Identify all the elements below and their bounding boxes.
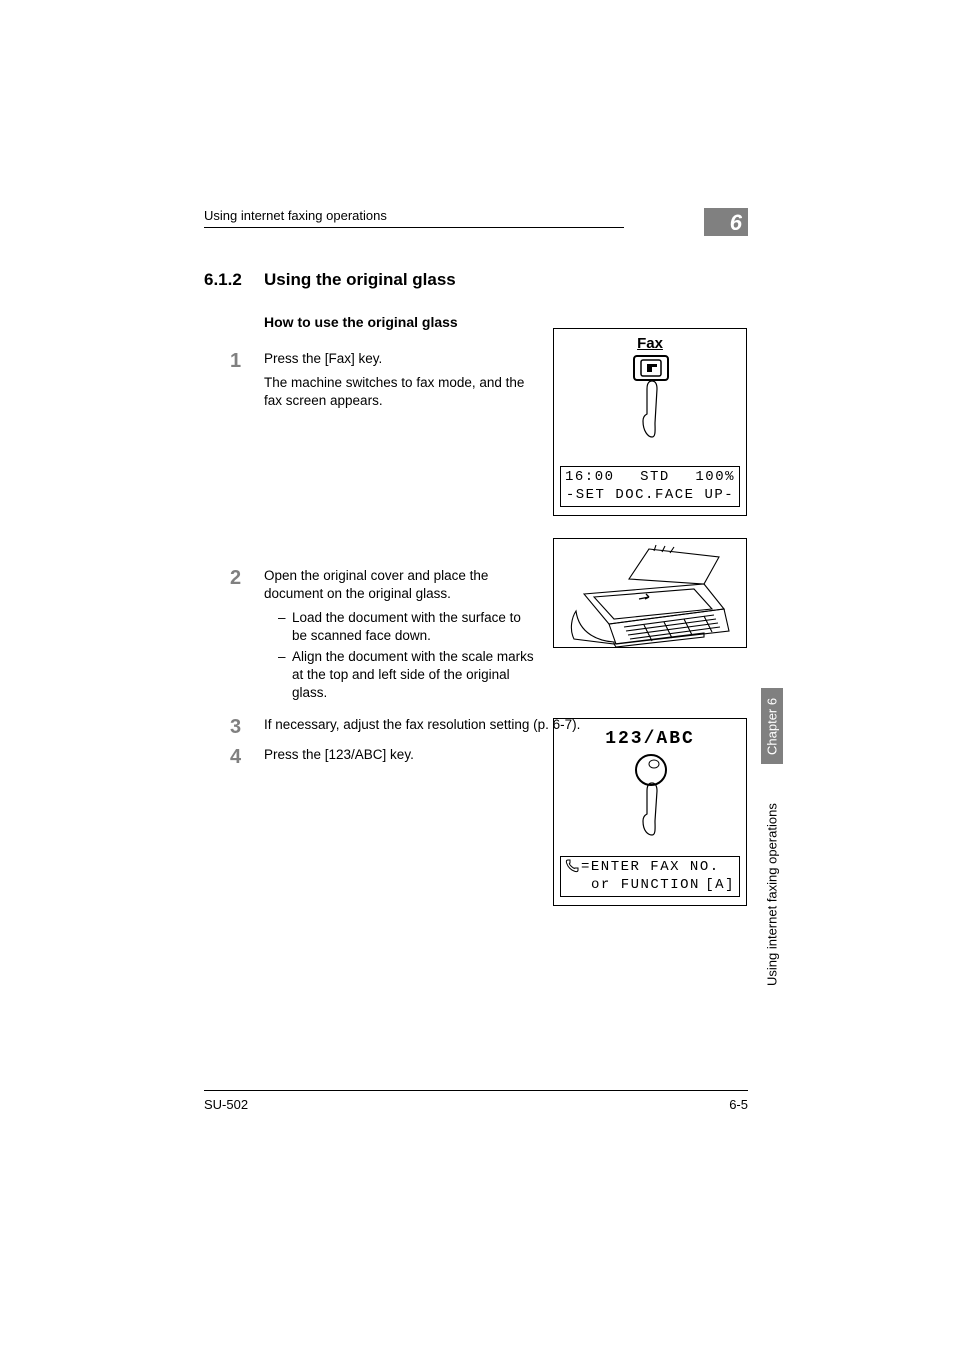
fax-key-label: Fax (554, 335, 746, 352)
list-item: –Load the document with the surface to b… (278, 609, 534, 645)
lcd-text: or FUNCTION (591, 877, 700, 895)
step-text: Load the document with the surface to be… (292, 609, 534, 645)
figure-123abc-key: 123/ABC =ENTER FAX NO. or FUNCTION (553, 718, 747, 906)
side-chapter-caption: Using internet faxing operations (761, 780, 783, 1010)
figure-machine (553, 538, 747, 648)
step-text: Align the document with the scale marks … (292, 648, 534, 703)
lcd-panel: 16:00 STD 100% -SET DOC.FACE UP- (560, 466, 740, 507)
side-chapter-tab: Chapter 6 (761, 688, 783, 764)
figure-fax-key: Fax 16:00 STD 100% -SET DOC.FACE UP- (553, 328, 747, 516)
lcd-panel: =ENTER FAX NO. or FUNCTION [A] (560, 856, 740, 897)
lcd-text: STD (640, 469, 670, 487)
footer-right: 6-5 (729, 1097, 748, 1112)
lcd-text: =ENTER FAX NO. (581, 859, 720, 877)
press-hand-icon (640, 781, 664, 837)
section-title: Using the original glass (264, 270, 456, 290)
fax-machine-icon (554, 539, 748, 649)
step-text: Press the [Fax] key. (264, 350, 534, 368)
step-number: 1 (204, 350, 264, 417)
key-label: 123/ABC (554, 729, 746, 749)
lcd-text: 100% (695, 469, 735, 487)
footer-left: SU-502 (204, 1097, 248, 1112)
step-number: 3 (204, 716, 264, 740)
running-head: Using internet faxing operations (204, 208, 624, 228)
lcd-text: -SET DOC.FACE UP- (565, 487, 735, 505)
lcd-text: [A] (705, 877, 735, 895)
list-item: –Align the document with the scale marks… (278, 648, 534, 703)
fax-key-icon (633, 355, 669, 381)
step-text: The machine switches to fax mode, and th… (264, 374, 534, 410)
section-number: 6.1.2 (204, 270, 264, 290)
step-text: Press the [123/ABC] key. (264, 746, 534, 764)
phone-icon (565, 859, 579, 873)
step-text: Open the original cover and place the do… (264, 567, 534, 603)
press-hand-icon (640, 379, 664, 439)
step-number: 4 (204, 746, 264, 770)
chapter-number-box: 6 (704, 208, 748, 236)
lcd-text: 16:00 (565, 469, 615, 487)
page-footer: SU-502 6-5 (204, 1090, 748, 1112)
step-number: 2 (204, 567, 264, 703)
